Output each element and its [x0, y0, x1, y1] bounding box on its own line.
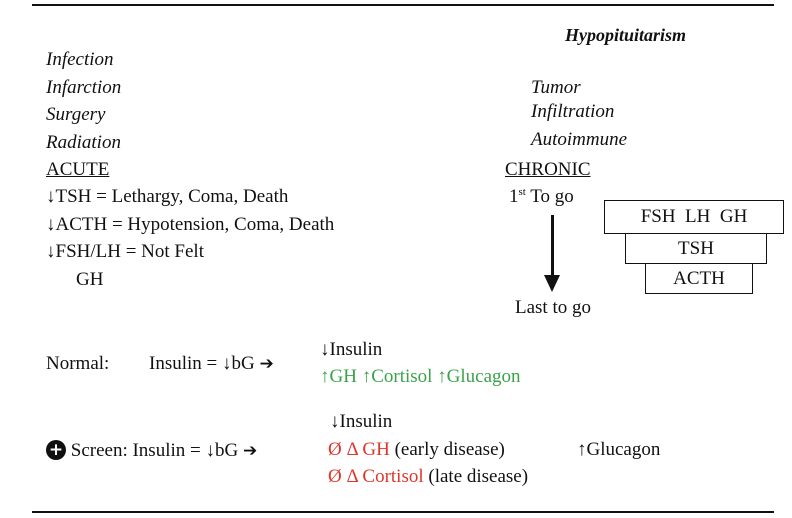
right-arrow-icon: ➔	[242, 441, 258, 461]
acute-cause: Infection	[46, 49, 114, 70]
normal-formula: Insulin = ↓bG ➔	[149, 354, 274, 373]
gh-unchanged: Ø Δ GH	[328, 439, 390, 460]
first-prefix: 1	[509, 186, 519, 207]
normal-label: Normal:	[46, 353, 110, 374]
chronic-cause: Autoimmune	[531, 129, 628, 150]
screen-label: Screen: Insulin = ↓bG	[70, 440, 239, 461]
acute-effect: ↓ACTH = Hypotension, Coma, Death	[46, 214, 335, 235]
first-to-go-label: 1st To go	[509, 186, 574, 207]
normal-response: ↑GH ↑Cortisol ↑Glucagon	[320, 366, 521, 387]
early-disease: (early disease)	[389, 439, 505, 460]
right-arrow-icon: ➔	[259, 354, 274, 374]
acute-heading: ACUTE	[46, 159, 110, 180]
normal-formula-text: Insulin = ↓bG	[149, 353, 255, 374]
chronic-heading: CHRONIC	[505, 159, 591, 180]
normal-insulin: ↓Insulin	[320, 339, 383, 360]
acute-effect: ↓TSH = Lethargy, Coma, Death	[46, 186, 289, 207]
screen-line: + Screen: Insulin = ↓bG ➔	[46, 440, 257, 460]
down-arrow-icon	[544, 275, 560, 292]
page-title: Hypopituitarism	[565, 25, 687, 45]
hormone-box-tsh: TSH	[625, 233, 767, 264]
bottom-rule	[32, 511, 774, 513]
late-disease: (late disease)	[423, 466, 529, 487]
cortisol-unchanged: Ø Δ Cortisol	[328, 466, 424, 487]
screen-glucagon: ↑Glucagon	[577, 439, 661, 460]
first-sup: st	[518, 186, 526, 198]
acute-cause: Infarction	[46, 77, 122, 98]
hormone-box-fsh-lh-gh: FSH LH GH	[604, 200, 784, 234]
down-arrow-shaft	[551, 215, 554, 277]
chronic-cause: Infiltration	[531, 101, 615, 122]
acute-cause: Radiation	[46, 132, 121, 153]
last-to-go-label: Last to go	[515, 297, 591, 318]
hormone-box-acth: ACTH	[645, 263, 753, 294]
first-suffix: To go	[525, 186, 574, 207]
screen-insulin: ↓Insulin	[330, 411, 393, 432]
acute-cause: Surgery	[46, 104, 106, 125]
screen-gh-line: Ø Δ GH (early disease)	[328, 440, 505, 459]
acute-effect: GH	[76, 269, 104, 290]
screen-cortisol-line: Ø Δ Cortisol (late disease)	[328, 467, 528, 486]
acute-effect: ↓FSH/LH = Not Felt	[46, 241, 204, 262]
top-rule	[32, 4, 774, 6]
plus-circle-icon: +	[46, 440, 66, 460]
chronic-cause: Tumor	[531, 77, 581, 98]
